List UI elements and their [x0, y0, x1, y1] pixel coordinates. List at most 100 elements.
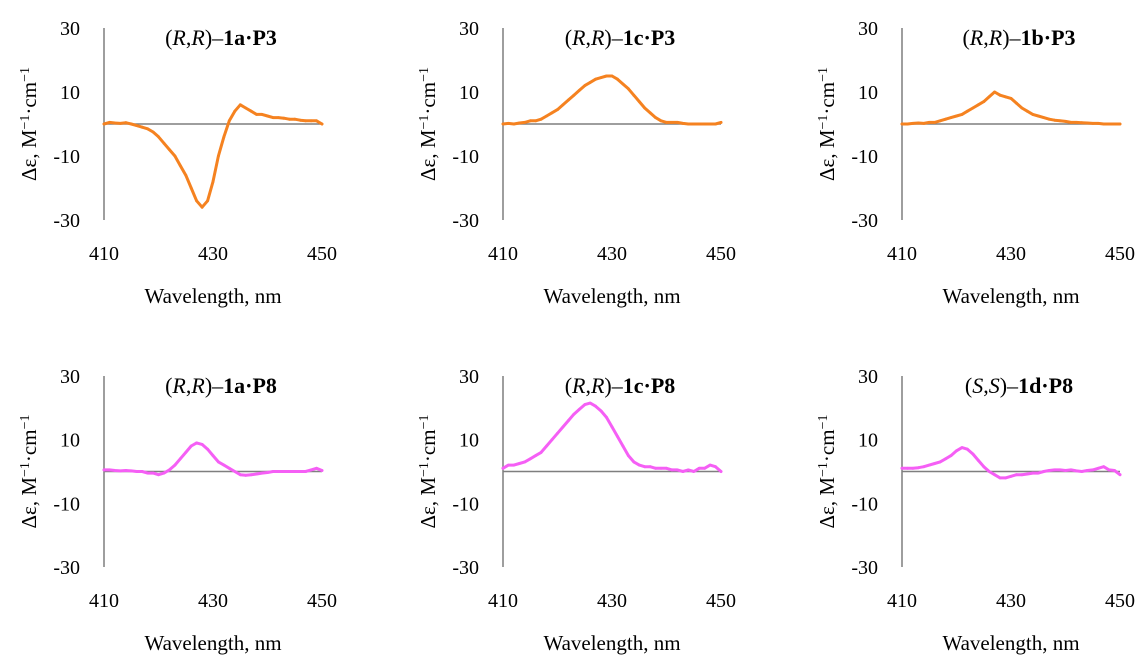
- spectrum-line: [501, 74, 723, 126]
- data-point: [539, 451, 543, 454]
- data-point: [1113, 469, 1116, 472]
- data-point: [670, 121, 674, 124]
- spectrum-line: [501, 401, 723, 473]
- data-point: [556, 108, 559, 111]
- data-point: [162, 141, 166, 145]
- data-point: [1085, 469, 1089, 472]
- y-tick-label: -30: [452, 210, 479, 232]
- data-point: [906, 466, 909, 470]
- data-point: [157, 473, 160, 477]
- x-axis-label: Wavelength, nm: [543, 631, 680, 655]
- data-point: [610, 74, 614, 78]
- data-point: [906, 122, 909, 126]
- data-point: [260, 471, 264, 475]
- data-point: [266, 114, 269, 118]
- data-point: [309, 119, 313, 123]
- data-point: [298, 118, 302, 122]
- data-point: [287, 470, 291, 473]
- data-point: [222, 463, 226, 467]
- data-point: [266, 471, 269, 474]
- data-point: [282, 470, 286, 473]
- data-point: [1004, 95, 1007, 99]
- y-tick-label: 30: [60, 366, 80, 388]
- data-point: [703, 122, 706, 126]
- data-point: [648, 111, 652, 115]
- data-point: [567, 419, 570, 422]
- data-point: [621, 82, 625, 86]
- data-point: [1004, 476, 1007, 480]
- data-point: [211, 454, 215, 457]
- data-point: [1080, 121, 1084, 125]
- data-point: [217, 460, 220, 464]
- y-tick-label: 30: [858, 18, 878, 40]
- data-point: [588, 401, 592, 405]
- data-point: [1096, 122, 1100, 125]
- data-point: [692, 470, 696, 473]
- y-axis-label: Δε, M−1·cm−1: [815, 415, 839, 529]
- data-point: [1107, 468, 1111, 472]
- x-tick-label: 430: [996, 243, 1026, 265]
- data-point: [643, 106, 647, 110]
- data-point: [605, 416, 608, 419]
- data-point: [135, 470, 139, 473]
- x-tick-label: 410: [488, 243, 518, 265]
- data-point: [616, 435, 619, 438]
- y-axis-label: Δε, M−1·cm−1: [416, 415, 440, 529]
- data-point: [1015, 473, 1018, 477]
- data-point: [129, 469, 133, 473]
- data-point: [102, 468, 106, 472]
- data-point: [304, 470, 307, 473]
- data-point: [151, 471, 155, 475]
- chart-panel-1: 30 10 -10 -30 410 430 450 Wavelength, nm Δε, M−1…: [17, 18, 337, 308]
- data-point: [1047, 469, 1051, 472]
- x-tick-label: 410: [887, 590, 917, 612]
- data-point: [271, 116, 275, 119]
- spectrum-line: [900, 90, 1122, 126]
- data-point: [938, 460, 942, 464]
- data-point: [512, 463, 516, 467]
- data-point: [1107, 122, 1111, 126]
- data-point: [528, 457, 532, 461]
- data-point: [550, 111, 554, 115]
- data-point: [304, 119, 307, 123]
- data-point: [1091, 468, 1095, 472]
- data-point: [917, 466, 920, 470]
- y-tick-label: -30: [53, 210, 80, 232]
- data-point: [129, 122, 133, 126]
- data-point: [113, 121, 117, 125]
- data-point: [998, 93, 1002, 97]
- y-tick-label: -30: [452, 557, 479, 579]
- data-point: [140, 470, 144, 473]
- data-point: [1036, 471, 1040, 475]
- data-point: [1075, 469, 1078, 473]
- data-point: [659, 119, 663, 123]
- x-tick-label: 430: [996, 590, 1026, 612]
- data-point: [320, 469, 324, 472]
- panel-title: (R,R)–1c·P8: [565, 373, 676, 398]
- data-point: [545, 114, 548, 118]
- data-point: [1015, 101, 1018, 105]
- data-point: [238, 103, 242, 107]
- data-point: [1042, 116, 1046, 119]
- data-point: [987, 95, 991, 99]
- y-tick-label: -10: [452, 146, 479, 168]
- x-axis-label: Wavelength, nm: [942, 631, 1079, 655]
- y-tick-label: -30: [851, 557, 878, 579]
- data-point: [151, 130, 155, 134]
- data-point: [1020, 106, 1024, 110]
- data-point: [708, 463, 712, 467]
- data-point: [271, 470, 275, 473]
- data-point: [643, 465, 647, 469]
- data-point: [922, 122, 926, 125]
- data-point: [960, 113, 964, 116]
- data-point: [588, 81, 592, 84]
- data-point: [987, 470, 991, 473]
- data-point: [501, 122, 505, 126]
- data-point: [178, 164, 182, 168]
- data-point: [1102, 122, 1106, 126]
- x-tick-label: 450: [1105, 590, 1135, 612]
- data-point: [627, 87, 630, 91]
- x-tick-label: 410: [488, 590, 518, 612]
- data-point: [320, 122, 324, 126]
- data-point: [1069, 121, 1073, 124]
